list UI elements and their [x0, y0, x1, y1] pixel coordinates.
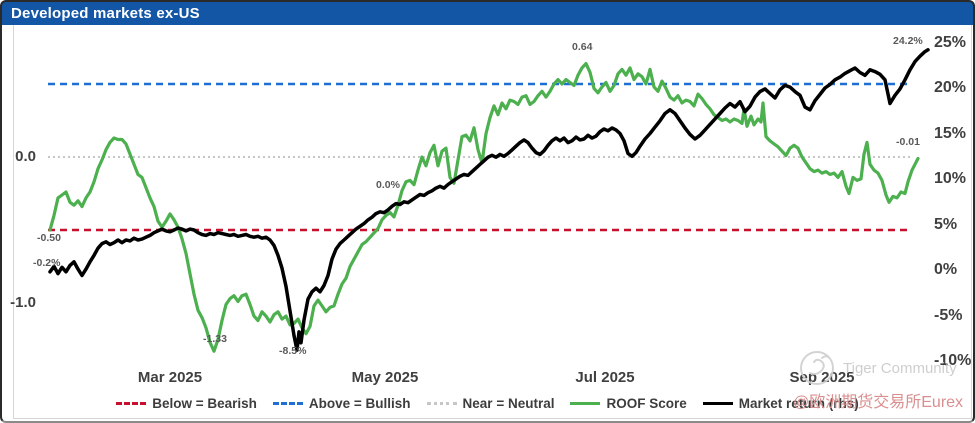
- right-axis-tick: 25%: [934, 33, 967, 51]
- left-axis-tick: 0.0: [15, 148, 36, 165]
- legend-item: Market return (rhs): [702, 396, 859, 411]
- market-return-line: [48, 48, 930, 352]
- legend-item: Near = Neutral: [426, 396, 555, 411]
- left-axis-tick: -1.0: [10, 294, 36, 311]
- data-label: -8.5%: [279, 345, 307, 357]
- legend-label: Market return (rhs): [738, 396, 859, 411]
- eurex-watermark: @欧洲期货交易所Eurex: [793, 394, 964, 411]
- right-axis-tick: -10%: [934, 352, 972, 369]
- legend-swatch-solid: [570, 402, 601, 405]
- right-axis-tick: 10%: [934, 170, 967, 187]
- page-title: Developed markets ex-US: [11, 5, 200, 22]
- plot-frame: [13, 25, 972, 419]
- legend-swatch-dashed: [272, 402, 303, 405]
- legend-label: Below = Bearish: [152, 396, 257, 411]
- legend-label: Above = Bullish: [308, 396, 411, 411]
- data-label: 24.2%: [893, 35, 923, 47]
- legend-label: Near = Neutral: [462, 396, 555, 411]
- roof-score-line: [48, 61, 920, 353]
- legend: Below = Bearish Above = Bullish Near = Neu…: [0, 396, 975, 411]
- x-axis-tick: Sep 2025: [789, 369, 855, 386]
- data-label: -0.50: [37, 232, 61, 244]
- legend-item: Above = Bullish: [272, 396, 411, 411]
- tiger-community-watermark: Tiger Community: [797, 348, 957, 388]
- right-axis-tick: 5%: [934, 215, 958, 233]
- legend-label: ROOF Score: [606, 396, 687, 411]
- legend-item: Below = Bearish: [116, 396, 257, 411]
- legend-swatch-solid: [702, 402, 733, 405]
- x-axis-tick: Mar 2025: [137, 369, 203, 386]
- legend-swatch-dashed: [116, 402, 147, 405]
- legend-swatch-dotted: [426, 402, 457, 405]
- data-label: 0.0%: [376, 179, 400, 191]
- right-axis-tick: -5%: [934, 306, 963, 324]
- data-label: -0.2%: [33, 257, 61, 269]
- data-label: 0.64: [572, 41, 593, 53]
- legend-item: ROOF Score: [570, 396, 687, 411]
- tiger-watermark-label: Tiger Community: [843, 359, 957, 377]
- x-axis-tick: Jul 2025: [575, 369, 635, 386]
- x-axis-tick: May 2025: [351, 369, 419, 386]
- data-label: -0.01: [896, 136, 920, 148]
- tiger-logo-icon: [800, 351, 834, 385]
- title-bar: Developed markets ex-US: [2, 2, 973, 25]
- right-axis-tick: 15%: [934, 124, 967, 142]
- right-axis-tick: 20%: [934, 79, 967, 96]
- right-axis-tick: 0%: [934, 261, 958, 278]
- data-label: -1.33: [203, 333, 227, 345]
